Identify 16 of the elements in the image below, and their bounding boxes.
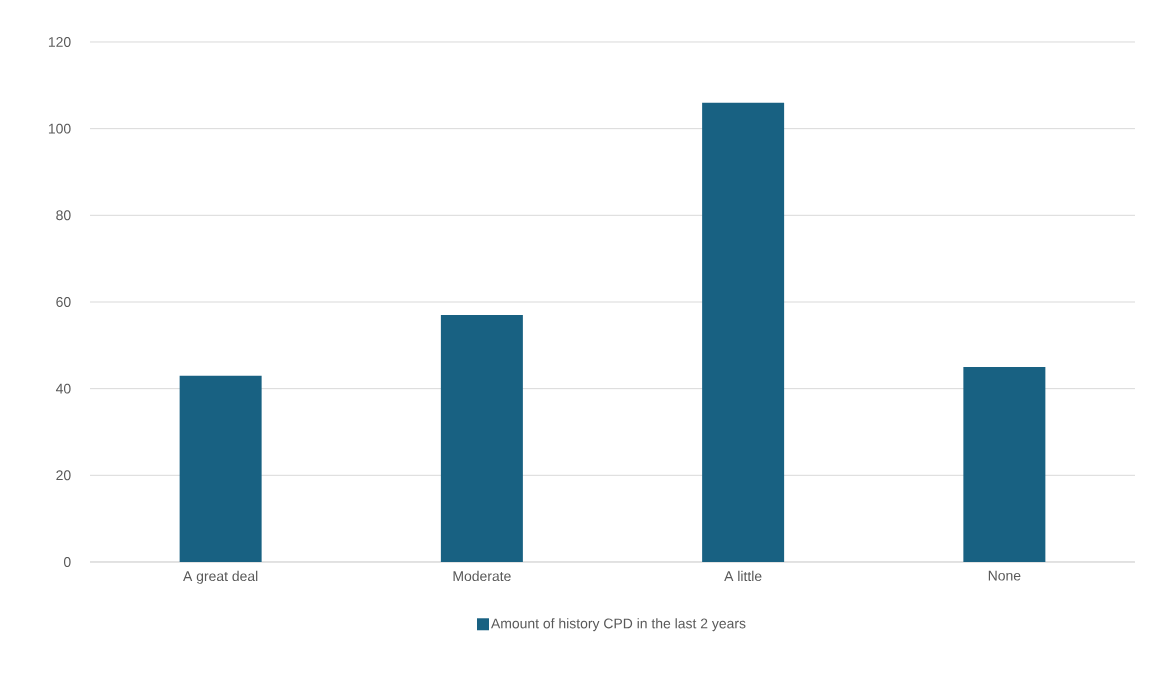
x-tick-label: None xyxy=(988,570,1021,581)
y-tick-label: 80 xyxy=(56,210,71,221)
bar xyxy=(179,375,262,562)
x-tick-label: A great deal xyxy=(183,570,258,584)
x-tick-label: Moderate xyxy=(453,570,511,582)
y-tick-label: 120 xyxy=(48,37,71,47)
y-tick-label: 20 xyxy=(56,470,71,481)
y-tick-label: 100 xyxy=(48,123,71,134)
bar xyxy=(702,102,785,562)
y-tick-label: 60 xyxy=(56,297,71,307)
bar xyxy=(440,314,523,562)
legend-label: Amount of history CPD in the last 2 years xyxy=(491,618,746,632)
x-tick-label: A little xyxy=(724,570,762,582)
y-tick-label: 0 xyxy=(63,557,71,567)
bar xyxy=(963,366,1046,562)
y-tick-label: 40 xyxy=(55,383,71,394)
